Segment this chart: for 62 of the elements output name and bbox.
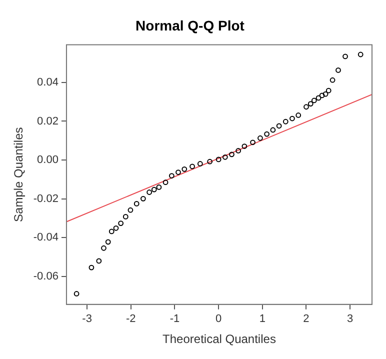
x-tick-label: 3 (347, 313, 354, 326)
x-tick-label: 1 (259, 313, 266, 326)
y-tick-label: 0.02 (37, 115, 58, 128)
point (296, 112, 302, 118)
point (304, 104, 309, 110)
point (207, 158, 213, 164)
y-tick-label: 0.04 (37, 76, 58, 88)
chart-title: Normal Q-Q Plot (136, 17, 245, 34)
point (122, 214, 128, 220)
point (74, 291, 80, 296)
point (270, 127, 276, 133)
point (250, 140, 256, 146)
x-tick-label: -1 (170, 313, 180, 326)
point (108, 228, 114, 234)
point (342, 54, 348, 60)
point (88, 264, 94, 270)
point (216, 156, 222, 162)
point (276, 123, 282, 129)
point (197, 161, 203, 166)
point (264, 131, 270, 137)
y-tick-label: -0.04 (33, 232, 58, 244)
y-axis-title: Sample Quantiles (12, 127, 26, 222)
point (96, 258, 102, 264)
point (311, 98, 317, 104)
x-tick-label: 2 (303, 313, 310, 326)
point (113, 225, 119, 231)
point (162, 180, 168, 186)
point (151, 186, 157, 192)
point (326, 88, 332, 94)
point (229, 152, 234, 158)
point (190, 164, 195, 170)
point (118, 220, 124, 226)
point (282, 118, 288, 124)
point (182, 166, 188, 172)
point (101, 245, 106, 251)
point (322, 91, 328, 97)
point (156, 184, 162, 190)
point (140, 196, 146, 202)
point (222, 154, 228, 160)
y-tick-label: -0.06 (33, 270, 58, 282)
point (330, 77, 336, 83)
point (146, 190, 152, 195)
point (358, 52, 364, 58)
point (236, 148, 242, 154)
point (316, 95, 322, 101)
x-tick-label: -2 (126, 313, 136, 326)
point (105, 239, 111, 245)
point (258, 135, 263, 141)
x-tick-label: -3 (82, 313, 92, 326)
point (128, 207, 134, 213)
y-tick-label: -0.02 (33, 192, 58, 205)
point (290, 116, 295, 122)
point (168, 173, 174, 178)
x-axis-title: Theoretical Quantiles (162, 332, 276, 346)
point (242, 144, 248, 149)
point (176, 170, 181, 175)
point (336, 68, 341, 73)
point (319, 92, 325, 98)
x-tick-label: 0 (216, 313, 222, 326)
point (308, 101, 314, 106)
y-tick-label: 0.00 (37, 154, 58, 166)
point (134, 201, 140, 206)
